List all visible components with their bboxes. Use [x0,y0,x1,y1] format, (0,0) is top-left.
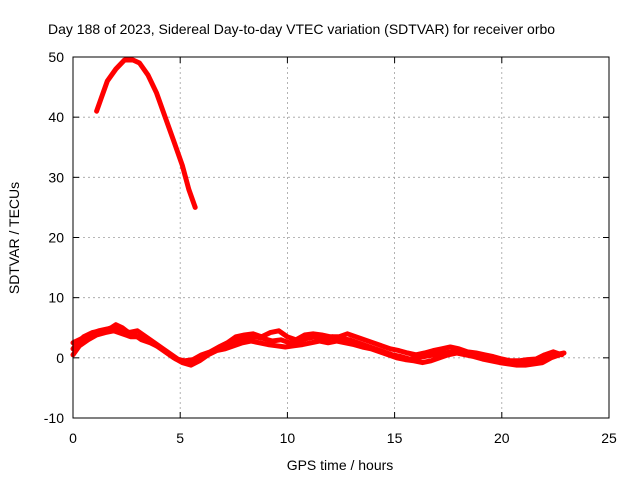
x-tick-label: 0 [69,430,77,446]
x-tick-label: 10 [280,430,296,446]
series-layer [70,57,567,368]
x-tick-label: 15 [387,430,403,446]
y-tick-label: 50 [48,49,64,65]
chart-title: Day 188 of 2023, Sidereal Day-to-day VTE… [48,21,555,37]
y-axis-label: SDTVAR / TECUs [6,182,22,294]
y-tick-label: 20 [48,230,64,246]
series-arc-1 [94,57,198,210]
series-arc-4 [70,324,565,364]
y-tick-label: 30 [48,169,64,185]
y-tick-label: 10 [48,290,64,306]
x-tick-label: 5 [176,430,184,446]
grid [73,57,609,418]
tick-labels: 0 5 10 15 20 25 -10 0 10 20 30 40 50 [44,49,617,446]
axes [72,56,610,419]
x-axis-label: GPS time / hours [287,457,394,473]
y-tick-label: 0 [56,350,64,366]
x-tick-label: 25 [601,430,617,446]
plot-border [72,56,610,419]
y-tick-label: -10 [44,410,64,426]
y-tick-label: 40 [48,109,64,125]
x-tick-label: 20 [494,430,510,446]
